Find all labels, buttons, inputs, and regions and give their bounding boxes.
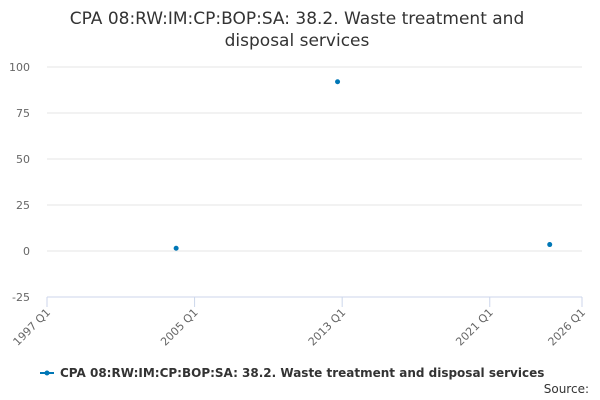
legend-label: CPA 08:RW:IM:CP:BOP:SA: 38.2. Waste trea…	[60, 366, 544, 380]
y-tick-label: 25	[16, 199, 30, 212]
chart-title: disposal services	[225, 31, 370, 51]
x-tick-label: 1997 Q1	[11, 306, 54, 349]
data-point	[335, 79, 341, 85]
source: Source:	[544, 382, 589, 396]
x-tick-label: 2021 Q1	[453, 306, 496, 349]
y-tick-label: 50	[16, 153, 30, 166]
y-tick-label: -25	[12, 291, 30, 304]
data-point	[173, 245, 179, 251]
chart-title: CPA 08:RW:IM:CP:BOP:SA: 38.2. Waste trea…	[70, 9, 525, 29]
x-tick-label: 2013 Q1	[306, 306, 349, 349]
y-tick-label: 75	[16, 107, 30, 120]
y-tick-label: 0	[23, 245, 30, 258]
x-tick-label: 2026 Q1	[546, 306, 589, 349]
legend-marker	[44, 370, 50, 376]
x-tick-label: 2005 Q1	[158, 306, 201, 349]
y-tick-label: 100	[9, 61, 30, 74]
data-point	[547, 242, 553, 248]
